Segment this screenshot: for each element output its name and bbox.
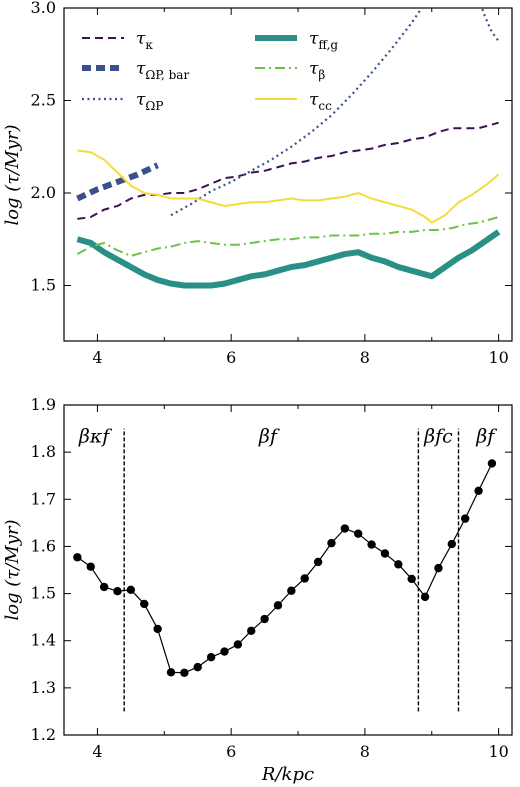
data-point <box>287 586 296 595</box>
series-line <box>76 229 501 289</box>
x-tick-label: 8 <box>360 742 370 761</box>
data-point <box>367 540 376 549</box>
y-tick-label: 1.5 <box>31 584 56 603</box>
x-tick-label: 6 <box>226 742 236 761</box>
series-line <box>77 121 499 220</box>
top-panel: 4 6 8 10 1.5 2.0 2.5 3.0 log (τ/Myr) τκ τΩP, bar… <box>2 0 513 367</box>
legend-label: τκ <box>136 29 153 52</box>
data-point <box>247 626 256 636</box>
y-tick-label: 2.0 <box>31 183 56 202</box>
data-point <box>153 624 162 634</box>
y-tick-label: 1.9 <box>31 395 56 414</box>
bottom-ticks: 4 6 8 10 1.2 1.3 1.4 1.5 1.6 1.7 1.8 1.9 <box>31 395 512 761</box>
y-tick-label: 1.7 <box>31 489 56 508</box>
data-point <box>474 486 483 495</box>
series-line <box>76 162 159 202</box>
top-series-group <box>76 8 501 289</box>
data-point <box>487 459 497 468</box>
regime-label: βf <box>258 426 280 448</box>
y-tick-label: 1.2 <box>31 725 56 744</box>
data-point <box>340 524 350 533</box>
series-line <box>77 463 493 674</box>
bottom-axes-frame <box>63 404 513 736</box>
y-tick-label: 1.6 <box>31 536 56 555</box>
y-tick-label: 1.3 <box>31 678 56 697</box>
bottom-panel: 4 6 8 101.21.31.41.51.61.71.81.9 βκf βf βfc βf… <box>2 395 513 785</box>
data-point <box>140 599 149 609</box>
regime-labels: βκf βf βfc βf <box>78 426 497 448</box>
data-point <box>300 574 309 583</box>
regime-label: βκf <box>78 426 112 448</box>
x-tick-label: 6 <box>226 348 236 367</box>
legend-label: τΩP, bar <box>136 59 189 82</box>
legend-label: τcc <box>309 90 332 113</box>
x-tick-label: 4 <box>92 348 102 367</box>
top-legend: τκ τΩP, bar τΩP τff,g τβ τcc <box>82 29 338 113</box>
data-point <box>394 560 403 569</box>
y-tick-label: 1.5 <box>31 276 56 295</box>
series-line <box>77 149 500 224</box>
data-point <box>354 529 363 538</box>
bottom-x-axis-label: R/kpc <box>261 764 314 785</box>
data-point <box>166 668 176 677</box>
data-point <box>126 585 136 594</box>
series-line <box>170 8 424 217</box>
data-point <box>460 514 470 523</box>
y-tick-label: 1.4 <box>31 631 56 650</box>
y-tick-label: 1.8 <box>31 442 56 461</box>
regime-label: βf <box>475 426 497 448</box>
data-point <box>99 582 109 592</box>
regime-divider-lines <box>123 428 460 712</box>
series-line <box>76 216 499 257</box>
legend-label: τff,g <box>309 29 338 52</box>
data-point <box>273 601 283 610</box>
data-point <box>220 647 229 656</box>
data-point <box>327 538 336 548</box>
data-point <box>420 592 430 602</box>
x-tick-label: 10 <box>488 742 508 761</box>
top-ticks: 4 6 8 10 1.5 2.0 2.5 3.0 <box>31 0 512 367</box>
bottom-y-axis-label: log (τ/Myr) <box>2 519 23 620</box>
data-point <box>447 539 457 549</box>
top-y-axis-label: log (τ/Myr) <box>2 124 23 225</box>
data-point <box>86 562 95 571</box>
data-point <box>434 563 443 573</box>
x-tick-label: 4 <box>92 742 102 761</box>
x-tick-label: 8 <box>360 348 370 367</box>
data-point <box>233 640 243 649</box>
bottom-series-group <box>73 459 497 677</box>
y-tick-label: 3.0 <box>31 0 56 17</box>
data-point <box>260 614 269 624</box>
data-point <box>313 557 323 567</box>
data-point <box>206 653 216 662</box>
data-point <box>380 549 390 558</box>
y-tick-label: 2.5 <box>31 91 56 110</box>
legend-label: τβ <box>309 59 325 82</box>
x-tick-label: 10 <box>488 348 508 367</box>
regime-label: βfc <box>423 426 453 448</box>
data-point <box>180 668 189 677</box>
data-point <box>113 587 122 596</box>
legend-label: τΩP <box>136 90 163 113</box>
data-point <box>73 553 82 562</box>
data-point <box>193 662 202 672</box>
data-point <box>407 574 416 584</box>
top-axes-frame <box>63 7 513 342</box>
series-line <box>480 8 500 42</box>
